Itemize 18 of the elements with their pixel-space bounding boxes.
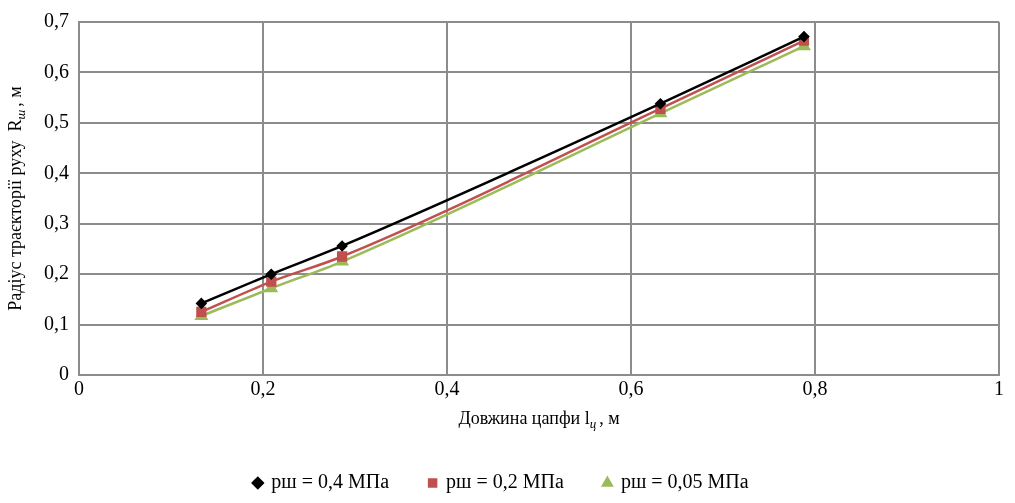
y-tick-label: 0,6: [44, 59, 69, 82]
y-tick-label: 0,1: [44, 311, 69, 334]
legend-label: рш = 0,2 МПа: [446, 470, 565, 494]
x-tick-label: 0,6: [618, 377, 644, 400]
y-tick-label: 0,2: [44, 261, 69, 284]
y-tick-label: 0,3: [44, 210, 69, 233]
x-tick-label: 0: [74, 377, 84, 400]
y-tick-label: 0,5: [44, 110, 69, 133]
y-tick-label: 0: [59, 362, 69, 385]
x-tick-label: 1: [994, 377, 1004, 400]
legend-label: рш = 0,05 МПа: [620, 470, 749, 494]
y-tick-label: 0,7: [44, 9, 69, 32]
y-tick-label: 0,4: [44, 160, 69, 183]
legend-label: рш = 0,4 МПа: [271, 470, 390, 494]
x-tick-label: 0,2: [250, 377, 276, 400]
x-tick-label: 0,4: [434, 377, 460, 400]
y-axis-title: Радіус траєкторії руху Rш, м: [4, 86, 28, 311]
x-tick-label: 0,8: [802, 377, 828, 400]
